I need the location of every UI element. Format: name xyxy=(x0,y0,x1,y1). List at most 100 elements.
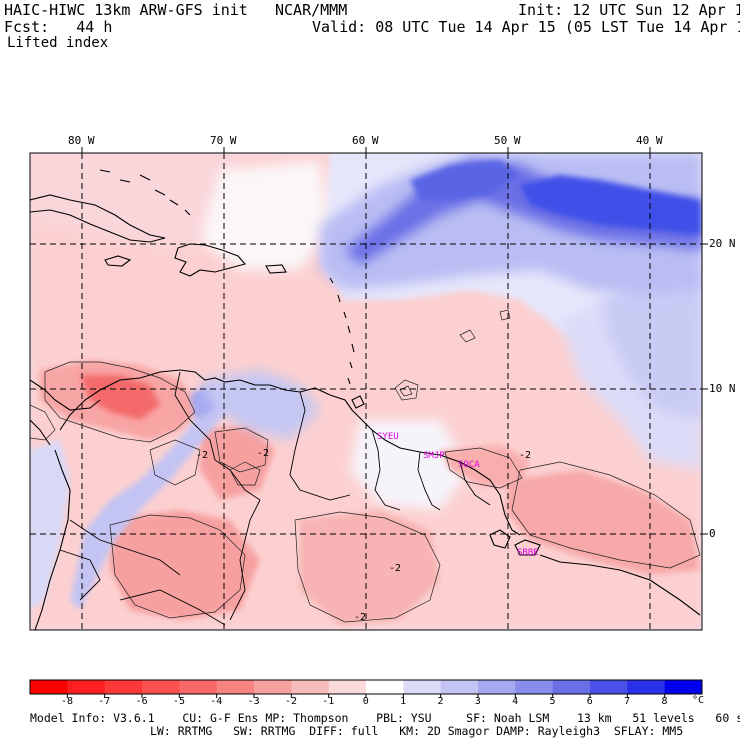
colorbar-segment xyxy=(627,680,666,694)
coastline-central-america xyxy=(30,379,101,446)
colorbar-segment xyxy=(590,680,628,694)
contour-label: -2 xyxy=(196,450,209,461)
lon-label-50w: 50 W xyxy=(494,134,521,147)
init-time: Init: 12 UTC Sun 12 Apr 15 xyxy=(518,1,740,19)
contour-label: -2 xyxy=(354,612,367,623)
colorbar-tick-label: -4 xyxy=(210,696,223,707)
station-sbbe: SBBE xyxy=(517,548,539,558)
physics-info: LW: RRTMG SW: RRTMG DIFF: full KM: 2D Sm… xyxy=(150,724,684,738)
colorbar-tick-label: -7 xyxy=(98,696,111,707)
contour-south-2 xyxy=(294,511,441,623)
station-soca: SOCA xyxy=(458,460,480,470)
colorbar-tick-label: 6 xyxy=(586,696,593,707)
coastline-puerto-rico xyxy=(265,264,287,274)
colorbar-tick-label: -1 xyxy=(322,696,335,707)
contour-south-1 xyxy=(109,514,246,619)
contour-small-2 xyxy=(399,385,413,397)
colorbar-tick-label: 1 xyxy=(400,696,407,707)
colorbar-tick-label: -8 xyxy=(60,696,73,707)
colorbar-segment xyxy=(552,680,591,694)
colorbar-segment xyxy=(478,680,516,694)
coastline-cuba xyxy=(30,194,166,243)
field-mid-negative-brazil xyxy=(300,510,440,625)
border-venezuela-guyana xyxy=(289,391,351,501)
contour-andes-2 xyxy=(214,427,269,473)
forecast-hour: Fcst: 44 h xyxy=(4,18,113,36)
field-positive-pacific xyxy=(30,440,70,610)
colorbar-unit: °C xyxy=(692,695,705,706)
border-guyana-suriname xyxy=(371,429,401,511)
coastlines xyxy=(30,169,701,630)
coastline-bahamas xyxy=(99,169,191,216)
field-mid-negative-atlantic xyxy=(505,470,700,575)
border-amazon-state xyxy=(119,589,226,626)
lon-label-70w: 70 W xyxy=(210,134,237,147)
contour-label: -2 xyxy=(389,563,402,574)
colorbar-segment xyxy=(328,680,367,694)
colorbar-segment xyxy=(403,680,442,694)
org-label: NCAR/MMM xyxy=(275,1,348,19)
field-very-strong-positive xyxy=(520,175,700,235)
colorbar-segment xyxy=(291,680,330,694)
field-strong-negative xyxy=(80,375,160,420)
border-venezuela-colombia xyxy=(174,371,261,501)
colorbar-tick-label: 5 xyxy=(549,696,556,707)
coastline-amazon-mouth xyxy=(489,529,541,556)
field-weak-positive xyxy=(600,270,702,420)
colorbar-segment xyxy=(216,680,255,694)
coastline-trinidad xyxy=(351,395,365,409)
contour-label: -2 xyxy=(519,450,532,461)
contour-small-1 xyxy=(394,379,419,401)
valid-time: Valid: 08 UTC Tue 14 Apr 15 (05 LST Tue … xyxy=(312,18,740,36)
shaded-field xyxy=(30,153,702,630)
contour-andes-1 xyxy=(149,439,201,486)
field-positive-andes-band xyxy=(70,385,240,610)
colorbar-segment xyxy=(30,680,68,694)
coastline-hispaniola xyxy=(174,243,246,277)
colorbar-tick-label: -5 xyxy=(172,696,185,707)
contour-atlantic xyxy=(511,461,701,569)
lon-label-60w: 60 W xyxy=(352,134,379,147)
coastline-jamaica xyxy=(104,255,132,267)
contour-small-5 xyxy=(30,404,56,441)
colorbar-frame xyxy=(29,679,703,695)
colorbar-segment xyxy=(254,680,292,694)
colorbar-tick-label: 4 xyxy=(512,696,519,707)
colorbar-segment xyxy=(366,680,404,694)
colorbar-tick-label: 8 xyxy=(661,696,668,707)
graticule xyxy=(30,153,702,630)
lat-label-0: 0 xyxy=(709,527,716,540)
contour-venezuela xyxy=(44,361,196,443)
borders xyxy=(59,371,491,626)
contours xyxy=(30,309,701,623)
field-positive-caribbean xyxy=(200,370,320,440)
lon-label-40w: 40 W xyxy=(636,134,663,147)
coastline-brazil xyxy=(539,554,701,616)
contour-label: -2 xyxy=(257,448,270,459)
colorbar-segment xyxy=(440,680,479,694)
tick-marks xyxy=(81,147,708,535)
colorbar-segment xyxy=(142,680,180,694)
lon-label-80w: 80 W xyxy=(68,134,95,147)
colorbar xyxy=(30,680,703,698)
contour-coast-patch xyxy=(444,447,523,489)
station-smjp: SMJP xyxy=(423,451,445,461)
colorbar-segment xyxy=(179,680,218,694)
lat-label-20n: 20 N xyxy=(709,237,736,250)
coastline-lesser-antilles xyxy=(329,277,355,385)
coastline-pacific xyxy=(34,449,71,630)
field-strong-positive-west xyxy=(410,160,520,200)
border-ecuador xyxy=(59,549,101,601)
contour-small-3 xyxy=(459,309,511,343)
colorbar-tick-label: 3 xyxy=(474,696,481,707)
field-mid-negative-andes xyxy=(110,510,260,620)
contour-small-4 xyxy=(229,461,261,486)
border-suriname-guiana xyxy=(417,451,441,511)
border-brazil-colombia xyxy=(229,499,261,621)
border-peru xyxy=(69,519,181,576)
colorbar-tick-label: -2 xyxy=(284,696,297,707)
border-guiana-brazil xyxy=(459,461,491,506)
model-title: HAIC-HIWC 13km ARW-GFS init xyxy=(4,1,248,19)
field-neutral-east xyxy=(350,420,470,510)
